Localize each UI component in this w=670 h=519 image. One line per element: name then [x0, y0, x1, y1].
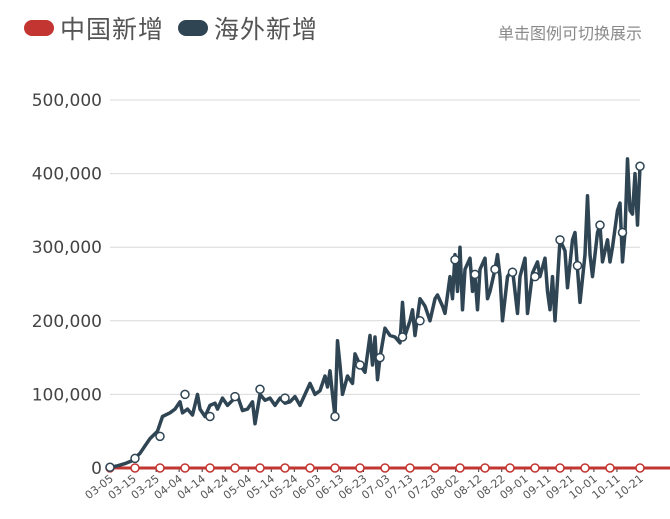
point-marker-china: [230, 463, 240, 473]
point-marker-china: [380, 463, 390, 473]
y-tick-label: 400,000: [32, 165, 102, 185]
legend-swatch-overseas: [178, 20, 209, 36]
y-tick-label: 100,000: [32, 385, 102, 405]
point-marker-overseas: [450, 254, 460, 265]
point-marker-china: [255, 463, 265, 473]
series-line-overseas: [109, 157, 642, 470]
legend-label-china: 中国新增: [60, 15, 165, 44]
point-marker-overseas: [205, 411, 215, 422]
point-marker-overseas: [355, 360, 365, 370]
point-marker-china: [480, 463, 490, 473]
point-marker-china: [505, 463, 515, 473]
point-marker-china: [355, 463, 365, 473]
legend-hint: 单击图例可切换展示: [497, 24, 642, 43]
legend-label-overseas: 海外新增: [214, 15, 319, 44]
point-marker-overseas: [572, 260, 583, 271]
point-marker-overseas: [180, 389, 190, 400]
point-marker-overseas: [255, 384, 265, 394]
point-marker-overseas: [617, 227, 628, 238]
point-marker-china: [580, 463, 590, 473]
point-marker-overseas: [105, 462, 115, 473]
point-marker-china: [605, 463, 615, 473]
point-marker-china: [530, 463, 540, 473]
point-marker-china: [155, 463, 165, 473]
point-marker-overseas: [280, 393, 290, 403]
point-marker-overseas: [155, 431, 165, 442]
point-marker-china: [330, 463, 340, 473]
point-marker-overseas: [490, 264, 500, 275]
point-marker-overseas: [330, 411, 340, 422]
point-marker-china: [280, 463, 290, 473]
point-marker-overseas: [397, 332, 408, 342]
point-marker-china: [305, 463, 315, 473]
y-tick-label: 500,000: [32, 91, 102, 111]
legend-item-china[interactable]: 中国新增: [24, 10, 164, 46]
point-marker-overseas: [507, 267, 518, 277]
point-marker-overseas: [415, 316, 425, 326]
point-marker-overseas: [555, 235, 565, 245]
point-marker-china: [180, 463, 190, 473]
legend-swatch-china: [24, 20, 54, 36]
point-marker-china: [130, 463, 140, 473]
point-marker-overseas: [530, 271, 540, 282]
point-marker-overseas: [130, 453, 140, 464]
point-marker-china: [635, 463, 645, 473]
point-marker-overseas: [230, 391, 240, 402]
legend-item-overseas[interactable]: 海外新增: [178, 10, 318, 46]
point-marker-overseas: [595, 220, 605, 230]
chart-legend: 中国新增 海外新增: [24, 10, 332, 46]
point-marker-china: [205, 463, 215, 473]
point-marker-overseas: [375, 352, 385, 363]
y-tick-label: 0: [91, 459, 102, 479]
point-marker-china: [405, 463, 415, 473]
y-tick-label: 300,000: [32, 238, 102, 258]
point-marker-china: [555, 463, 565, 473]
point-marker-overseas: [635, 161, 645, 171]
point-marker-china: [455, 463, 465, 473]
point-marker-overseas: [470, 269, 480, 280]
y-tick-label: 200,000: [32, 312, 102, 332]
point-marker-china: [430, 463, 440, 473]
